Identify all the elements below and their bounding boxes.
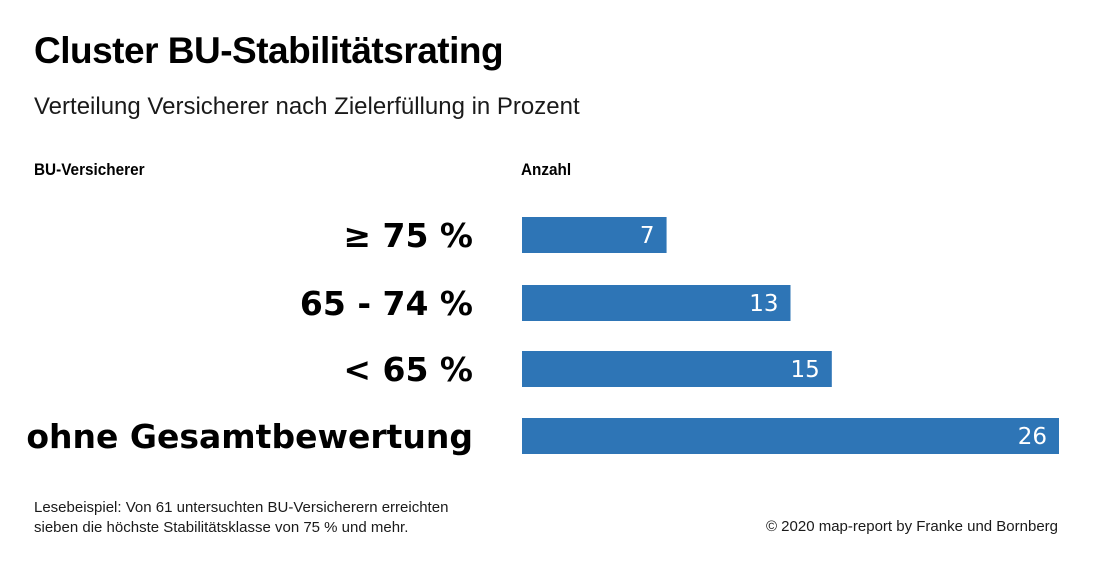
bar-0 <box>522 217 667 253</box>
category-label-2: < 65 % <box>343 350 473 389</box>
footnote-line-2: sieben die höchste Stabilitätsklasse von… <box>34 519 409 536</box>
category-label-1: 65 - 74 % <box>300 284 473 323</box>
value-column-header: Anzahl <box>521 160 572 179</box>
category-label-3: ohne Gesamtbewertung <box>26 417 473 456</box>
bar-2 <box>522 351 832 387</box>
bar-1 <box>522 285 791 321</box>
copyright-notice: © 2020 map-report by Franke und Bornberg <box>765 518 1058 535</box>
category-column-header: BU-Versicherer <box>34 160 145 179</box>
category-label-0: ≥ 75 % <box>343 216 473 255</box>
bar-value-label-1: 13 <box>749 291 778 317</box>
chart-subtitle: Verteilung Versicherer nach Zielerfüllun… <box>34 93 580 120</box>
reading-example-footnote: Lesebeispiel: Von 61 untersuchten BU-Ver… <box>34 498 504 538</box>
bar-3 <box>522 418 1059 454</box>
bar-value-label-3: 26 <box>1018 424 1047 450</box>
bar-value-label-2: 15 <box>791 357 820 383</box>
bar-value-label-0: 7 <box>640 223 655 249</box>
chart-title: Cluster BU-Stabilitätsrating <box>34 30 504 71</box>
footnote-line-1: Lesebeispiel: Von 61 untersuchten BU-Ver… <box>34 499 449 516</box>
